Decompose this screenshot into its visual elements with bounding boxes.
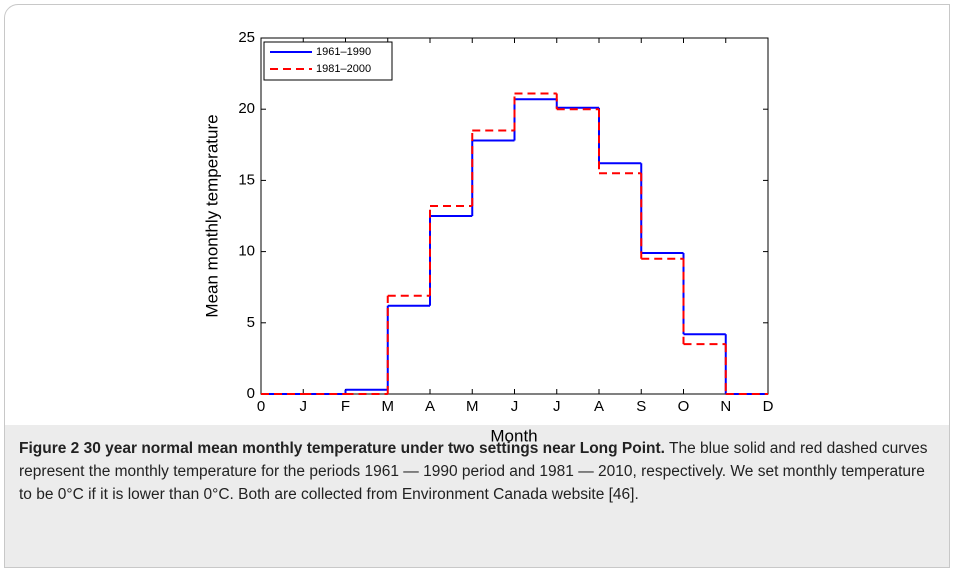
x-tick-label: J	[553, 398, 561, 415]
y-tick-label: 20	[238, 100, 255, 117]
x-tick-label: F	[341, 398, 350, 415]
y-tick-label: 25	[238, 29, 255, 46]
plot-area	[260, 37, 769, 395]
x-tick-label: A	[425, 398, 435, 415]
legend-box	[263, 41, 393, 81]
legend-label: 1961–1990	[316, 46, 371, 58]
y-tick-label: 0	[247, 385, 255, 402]
x-tick-label: J	[511, 398, 519, 415]
x-tick-label: O	[678, 398, 690, 415]
x-tick-label: M	[466, 398, 479, 415]
y-tick-label: 5	[247, 314, 255, 331]
x-tick-label: D	[763, 398, 774, 415]
caption-label: Figure 2 30 year normal mean monthly tem…	[19, 440, 665, 457]
y-tick-label: 10	[238, 243, 255, 260]
x-tick-label: J	[300, 398, 308, 415]
x-axis-label: Month	[490, 426, 537, 445]
series	[261, 92, 768, 395]
caption-text: The blue solid and red dashed curves rep…	[19, 440, 928, 503]
caption: Figure 2 30 year normal mean monthly tem…	[5, 425, 949, 567]
x-tick-label: M	[382, 398, 395, 415]
legend-label: 1981–2000	[316, 63, 371, 75]
x-tick-label: 0	[257, 398, 265, 415]
y-axis-label: Mean monthly temperature	[202, 114, 221, 317]
x-tick-label: A	[594, 398, 604, 415]
figure-frame: Figure 2 30 year normal mean monthly tem…	[4, 4, 950, 568]
x-tick-label: N	[720, 398, 731, 415]
y-tick-label: 15	[238, 171, 255, 188]
x-tick-label: S	[636, 398, 646, 415]
